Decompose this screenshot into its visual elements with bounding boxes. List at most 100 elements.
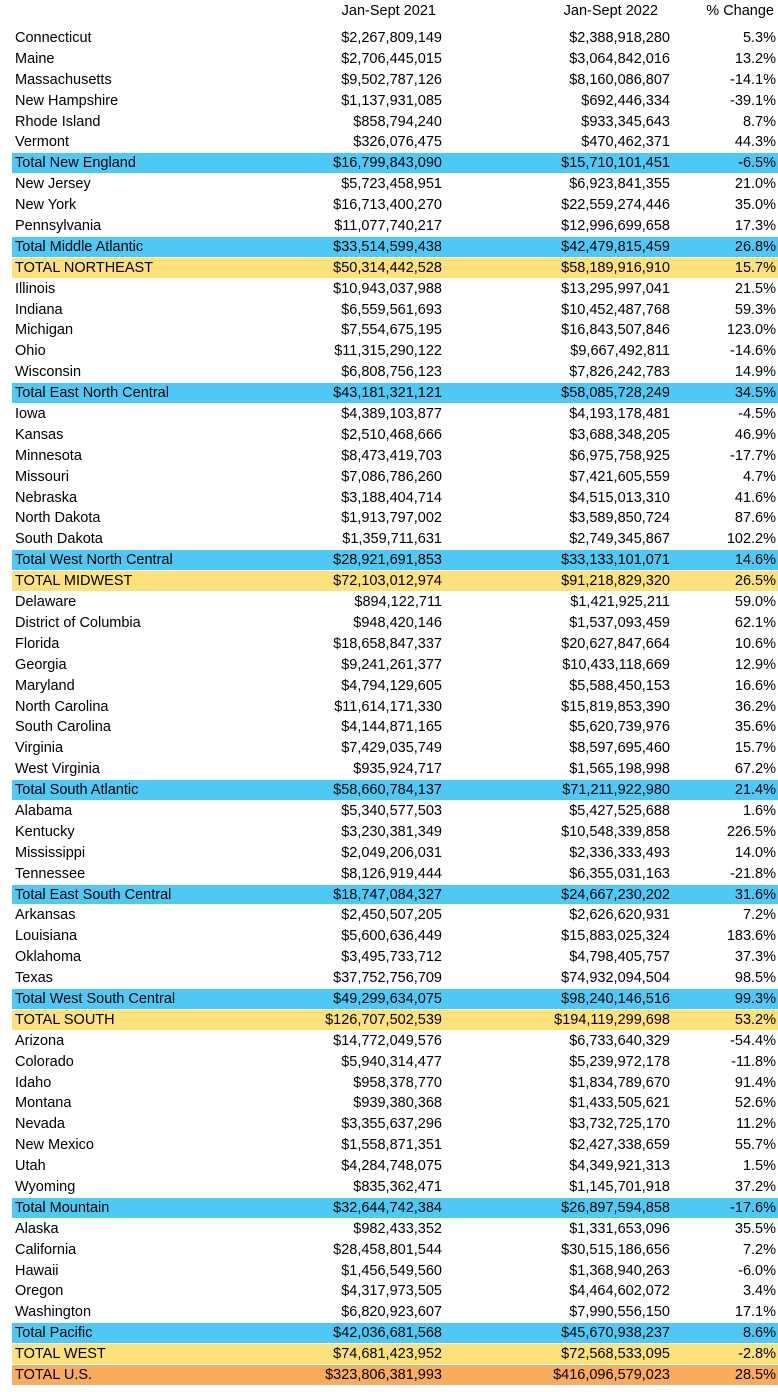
percent-change: 3.4% [742, 1283, 776, 1300]
percent-change: 102.2% [726, 531, 776, 548]
row-name: Michigan [15, 322, 74, 339]
row-name: Maryland [15, 677, 75, 694]
value-2022: $8,160,086,807 [569, 71, 670, 88]
table-row: Texas $37,752,756,709 $74,932,094,504 98.5% [12, 968, 778, 989]
percent-change: 59.0% [734, 594, 776, 611]
table-row: Florida $18,658,847,337 $20,627,847,664 10.… [12, 634, 778, 655]
value-2021: $2,450,507,205 [341, 907, 442, 924]
table-row: Alaska $982,433,352 $1,331,653,096 35.5% [12, 1219, 778, 1240]
percent-change: 14.6% [734, 552, 776, 569]
row-name: Tennessee [15, 865, 86, 882]
value-2021: $33,514,599,438 [333, 238, 442, 255]
percent-change: 8.6% [742, 1325, 776, 1342]
value-2021: $4,794,129,605 [341, 677, 442, 694]
percent-change: -14.6% [730, 343, 776, 360]
value-2021: $3,355,637,296 [341, 1116, 442, 1133]
row-name: Arkansas [15, 907, 76, 924]
value-2021: $43,181,321,121 [333, 385, 442, 402]
value-2021: $1,913,797,002 [341, 510, 442, 527]
row-name: Georgia [15, 656, 67, 673]
value-2022: $45,670,938,237 [561, 1325, 670, 1342]
table-row: Total West North Central $28,921,691,853 $… [12, 550, 778, 572]
value-2021: $2,510,468,666 [341, 426, 442, 443]
value-2021: $323,806,381,993 [325, 1367, 442, 1383]
percent-change: 91.4% [734, 1074, 776, 1091]
value-2021: $9,502,787,126 [341, 71, 442, 88]
percent-change: 37.2% [734, 1178, 776, 1195]
percent-change: 46.9% [734, 426, 776, 443]
row-name: New Jersey [15, 176, 91, 193]
table-row: New Jersey $5,723,458,951 $6,923,841,355 21… [12, 174, 778, 196]
row-name: Indiana [15, 301, 63, 318]
value-2021: $16,799,843,090 [333, 155, 442, 172]
value-2021: $3,188,404,714 [341, 489, 442, 506]
value-2022: $1,565,198,998 [569, 761, 670, 778]
value-2022: $2,336,333,493 [569, 844, 670, 861]
value-2022: $4,464,602,072 [569, 1283, 670, 1300]
percent-change: 28.5% [734, 1367, 776, 1383]
percent-change: 10.6% [734, 635, 776, 652]
table-row: Louisiana $5,600,636,449 $15,883,025,324 18… [12, 926, 778, 948]
value-2022: $71,211,922,980 [562, 782, 670, 799]
value-2021: $326,076,475 [353, 134, 442, 151]
row-name: Maine [15, 50, 55, 67]
value-2021: $16,713,400,270 [333, 197, 442, 214]
value-2022: $3,589,850,724 [569, 510, 670, 527]
value-2021: $126,707,502,539 [325, 1011, 442, 1028]
row-name: Delaware [15, 594, 77, 611]
row-name: Montana [15, 1095, 72, 1112]
row-name: Iowa [15, 406, 46, 423]
row-name: New Hampshire [15, 92, 119, 109]
table-row: South Dakota $1,359,711,631 $2,749,345,867… [12, 529, 778, 551]
row-name: Florida [15, 635, 60, 652]
percent-change: 15.7% [734, 259, 776, 276]
row-name: Kentucky [15, 823, 75, 840]
table-row: Michigan $7,554,675,195 $16,843,507,846 123… [12, 320, 778, 342]
row-name: Oregon [15, 1283, 64, 1300]
percent-change: 1.5% [742, 1158, 776, 1175]
percent-change: 59.3% [734, 301, 776, 318]
value-2021: $6,559,561,693 [341, 301, 442, 318]
value-2022: $1,537,093,459 [569, 614, 670, 631]
value-2021: $32,644,742,384 [333, 1199, 442, 1216]
percent-change: -54.4% [730, 1032, 776, 1049]
value-2021: $2,049,206,031 [341, 844, 442, 861]
table-row: Nevada $3,355,637,296 $3,732,725,170 11.2% [12, 1114, 778, 1136]
value-2022: $2,626,620,931 [569, 907, 670, 924]
table-row: Kentucky $3,230,381,349 $10,548,339,858 226… [12, 822, 778, 843]
table-row: TOTAL SOUTH $126,707,502,539 $194,119,299,… [12, 1009, 778, 1031]
percent-change: 17.1% [734, 1304, 776, 1321]
percent-change: -6.0% [738, 1262, 776, 1279]
row-name: Total West South Central [15, 990, 176, 1007]
column-header-2022: Jan-Sept 2022 [563, 3, 658, 19]
table-row: Arizona $14,772,049,576 $6,733,640,329 -54.… [12, 1031, 778, 1052]
table-row: Wisconsin $6,808,756,123 $7,826,242,783 14.… [12, 362, 778, 384]
percent-change: 35.0% [734, 197, 776, 214]
value-2021: $8,126,919,444 [341, 865, 442, 882]
value-2021: $58,660,784,137 [333, 782, 442, 799]
row-name: Minnesota [15, 447, 82, 464]
value-2022: $470,462,371 [581, 134, 670, 151]
value-2022: $33,133,101,071 [561, 552, 670, 569]
table-row: Virginia $7,429,035,749 $8,597,695,460 15.7… [12, 738, 778, 760]
percent-change: 44.3% [734, 134, 776, 151]
percent-change: 67.2% [734, 761, 776, 778]
value-2021: $7,429,035,749 [341, 740, 442, 757]
row-name: Idaho [15, 1074, 52, 1091]
value-2022: $5,427,525,688 [569, 802, 670, 819]
percent-change: 14.9% [734, 364, 776, 381]
percent-change: 26.8% [734, 238, 776, 255]
row-name: TOTAL MIDWEST [15, 573, 133, 590]
value-2022: $2,427,338,659 [569, 1137, 670, 1154]
table-row: Oregon $4,317,973,505 $4,464,602,072 3.4% [12, 1281, 778, 1303]
value-2022: $1,145,701,918 [569, 1178, 670, 1195]
table-row: Total South Atlantic $58,660,784,137 $71,2… [12, 780, 778, 801]
percent-change: 53.2% [734, 1011, 776, 1028]
value-2022: $15,883,025,324 [561, 928, 670, 945]
value-2021: $49,299,634,075 [333, 990, 442, 1007]
value-2022: $933,345,643 [581, 113, 670, 130]
table-row: Ohio $11,315,290,122 $9,667,492,811 -14.6% [12, 341, 778, 363]
value-2022: $3,064,842,016 [569, 50, 670, 67]
table-row: Iowa $4,389,103,877 $4,193,178,481 -4.5% [12, 404, 778, 425]
row-name: Louisiana [15, 928, 78, 945]
